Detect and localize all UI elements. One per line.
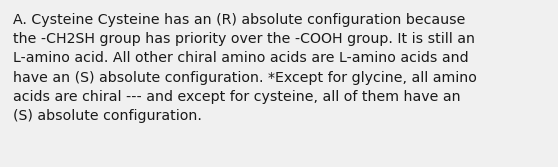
- Text: A. Cysteine Cysteine has an (R) absolute configuration because
the -CH2SH group : A. Cysteine Cysteine has an (R) absolute…: [13, 13, 477, 123]
